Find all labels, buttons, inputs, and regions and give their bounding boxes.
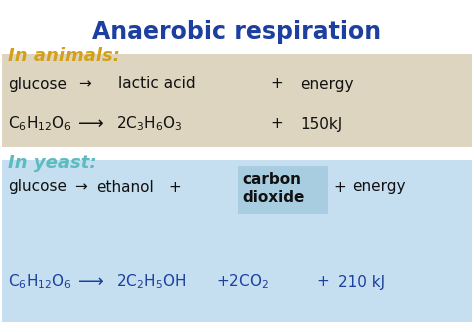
Text: 150kJ: 150kJ [300,117,342,131]
Text: ⟶: ⟶ [78,115,104,133]
Text: ethanol: ethanol [96,180,154,195]
FancyBboxPatch shape [2,160,472,322]
Text: carbon: carbon [242,173,301,188]
Text: $\mathregular{C_6H_{12}O_6}$: $\mathregular{C_6H_{12}O_6}$ [8,115,72,133]
Text: +: + [270,117,283,131]
Text: glucose: glucose [8,76,67,92]
Text: +: + [316,275,329,290]
Text: →: → [78,76,91,92]
Text: →: → [74,180,87,195]
Text: $\mathregular{+ 2CO_2}$: $\mathregular{+ 2CO_2}$ [216,273,269,291]
Text: $\mathregular{2C_2H_5OH}$: $\mathregular{2C_2H_5OH}$ [116,273,187,291]
FancyBboxPatch shape [2,54,472,147]
Text: 210 kJ: 210 kJ [338,275,385,290]
Text: energy: energy [352,180,405,195]
Text: In yeast:: In yeast: [8,154,97,172]
Text: Anaerobic respiration: Anaerobic respiration [92,20,382,44]
Text: +: + [270,76,283,92]
Text: $\mathregular{2C_3H_6O_3}$: $\mathregular{2C_3H_6O_3}$ [116,115,182,133]
Text: +: + [333,180,346,195]
Text: ⟶: ⟶ [78,273,104,291]
Text: glucose: glucose [8,180,67,195]
Text: In animals:: In animals: [8,47,120,65]
FancyBboxPatch shape [238,166,328,214]
Text: +: + [168,180,181,195]
Text: dioxide: dioxide [242,191,304,206]
Text: $\mathregular{C_6H_{12}O_6}$: $\mathregular{C_6H_{12}O_6}$ [8,273,72,291]
Text: lactic acid: lactic acid [118,76,196,92]
Text: energy: energy [300,76,354,92]
